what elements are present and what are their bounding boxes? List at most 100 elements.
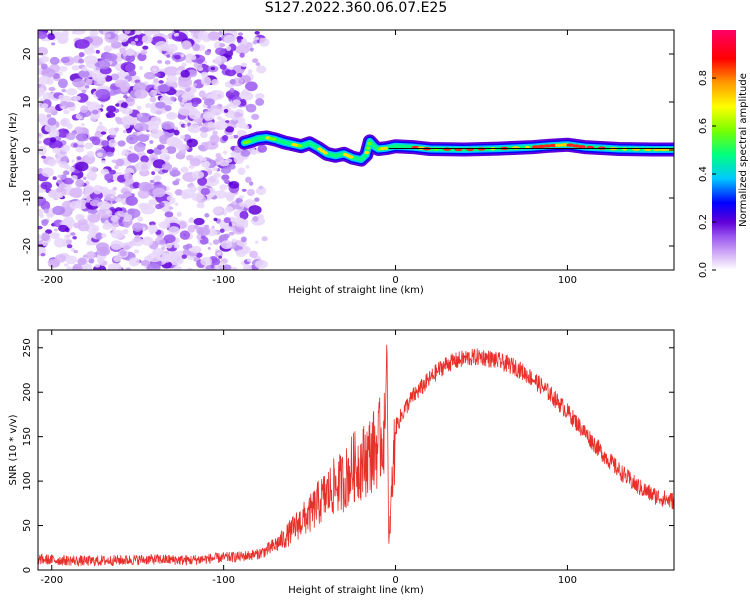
noise-blob bbox=[180, 101, 185, 105]
colorbar-tick-label: 0.2 bbox=[698, 214, 709, 230]
colorbar-ticks: 0.0 0.2 0.4 0.6 0.8 bbox=[698, 70, 716, 278]
noise-blob bbox=[229, 67, 234, 71]
noise-blob bbox=[48, 86, 56, 92]
noise-blob bbox=[115, 103, 121, 107]
noise-blob bbox=[178, 90, 185, 95]
noise-blob bbox=[130, 41, 136, 46]
noise-blob bbox=[223, 217, 231, 224]
noise-blob bbox=[164, 104, 172, 112]
noise-blob bbox=[220, 240, 233, 250]
noise-blob bbox=[75, 133, 88, 142]
noise-blob bbox=[223, 108, 229, 113]
noise-blob bbox=[104, 173, 114, 182]
noise-blob bbox=[60, 117, 71, 127]
noise-blob bbox=[140, 205, 156, 215]
noise-blob bbox=[213, 58, 222, 65]
noise-blob bbox=[51, 42, 56, 46]
page-title: S127.2022.360.06.07.E25 bbox=[264, 0, 448, 16]
noise-blob bbox=[133, 142, 146, 153]
noise-blob bbox=[63, 177, 74, 185]
noise-blob bbox=[236, 73, 243, 78]
noise-blob bbox=[114, 116, 122, 122]
noise-blob bbox=[255, 240, 259, 244]
snr-series bbox=[38, 344, 674, 567]
noise-blob bbox=[241, 88, 250, 97]
noise-blob bbox=[55, 187, 63, 193]
noise-blob bbox=[140, 155, 149, 164]
noise-blob bbox=[189, 245, 202, 254]
noise-blob bbox=[225, 126, 235, 133]
noise-blob bbox=[210, 66, 216, 71]
noise-blob bbox=[126, 134, 139, 145]
noise-blob bbox=[105, 53, 118, 62]
noise-blob bbox=[40, 181, 53, 190]
noise-blob bbox=[132, 222, 144, 232]
noise-blob bbox=[245, 176, 252, 183]
spectrogram-xtick-label: -100 bbox=[212, 275, 235, 286]
noise-blob bbox=[84, 84, 90, 89]
noise-blob bbox=[189, 158, 201, 167]
noise-blob bbox=[40, 63, 48, 70]
noise-blob bbox=[123, 94, 128, 99]
noise-blob bbox=[252, 40, 258, 45]
noise-blob bbox=[154, 40, 169, 51]
noise-blob bbox=[245, 81, 258, 92]
noise-blob bbox=[95, 67, 100, 71]
noise-blob bbox=[74, 95, 81, 101]
spectral-ridge bbox=[237, 130, 674, 167]
noise-blob bbox=[104, 33, 112, 39]
noise-blob bbox=[91, 109, 99, 115]
noise-blob bbox=[238, 195, 245, 199]
noise-blob bbox=[106, 105, 117, 113]
spectrogram-ytick-label: -10 bbox=[22, 190, 33, 206]
noise-blob bbox=[215, 157, 221, 162]
noise-blob bbox=[122, 148, 130, 154]
ridge-hotspot bbox=[364, 150, 370, 155]
noise-blob bbox=[142, 45, 149, 50]
noise-blob bbox=[38, 75, 51, 85]
ridge-hotspot bbox=[577, 145, 586, 149]
noise-blob bbox=[172, 180, 180, 186]
noise-blob bbox=[96, 246, 111, 257]
noise-blob bbox=[208, 242, 213, 246]
noise-blob bbox=[38, 196, 47, 207]
noise-blob bbox=[49, 137, 57, 143]
noise-blob bbox=[187, 218, 194, 224]
noise-blob bbox=[41, 155, 46, 159]
noise-blob bbox=[143, 71, 156, 80]
noise-blob bbox=[237, 32, 243, 36]
noise-blob bbox=[238, 117, 246, 124]
noise-blob bbox=[110, 195, 115, 199]
noise-blob bbox=[239, 52, 245, 58]
noise-blob bbox=[60, 144, 71, 153]
noise-blob bbox=[41, 68, 56, 78]
noise-blob bbox=[84, 185, 95, 195]
noise-blob bbox=[38, 132, 44, 139]
noise-blob bbox=[178, 106, 194, 116]
noise-blob bbox=[54, 254, 67, 263]
noise-blob bbox=[228, 180, 240, 189]
noise-blob bbox=[180, 53, 185, 58]
noise-blob bbox=[38, 113, 47, 123]
snr-ytick-label: 150 bbox=[22, 427, 33, 446]
noise-blob bbox=[54, 31, 63, 39]
noise-blob bbox=[154, 167, 161, 172]
noise-blob bbox=[174, 54, 181, 60]
snr-ticks: -200 -100 0 100 0 50 100 150 200 250 bbox=[22, 330, 674, 586]
noise-blob bbox=[153, 86, 159, 90]
noise-blob bbox=[225, 158, 233, 163]
noise-blob bbox=[58, 161, 69, 168]
noise-blob bbox=[182, 249, 191, 256]
noise-blob bbox=[151, 171, 156, 176]
noise-blob bbox=[243, 264, 252, 270]
spectrogram-xtick-label: -200 bbox=[40, 275, 63, 286]
noise-blob bbox=[87, 213, 101, 223]
noise-blob bbox=[219, 64, 227, 70]
noise-blob bbox=[166, 75, 178, 84]
noise-blob bbox=[118, 107, 125, 113]
noise-blob bbox=[119, 81, 131, 92]
noise-blob bbox=[180, 135, 186, 140]
noise-blob bbox=[97, 201, 111, 210]
noise-blob bbox=[155, 110, 163, 115]
